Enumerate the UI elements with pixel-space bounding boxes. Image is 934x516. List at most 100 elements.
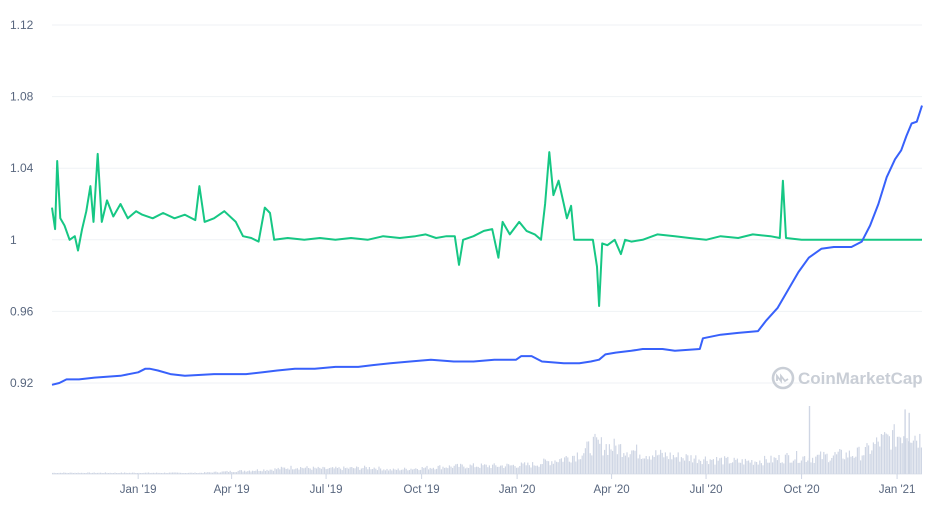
volume-bar xyxy=(301,467,303,474)
volume-bar xyxy=(519,466,521,474)
volume-bar xyxy=(197,473,199,474)
volume-bar xyxy=(826,453,828,474)
volume-bar xyxy=(428,469,430,474)
volume-bar xyxy=(524,462,526,474)
volume-bar xyxy=(712,459,714,474)
volume-bar xyxy=(349,467,351,474)
volume-bar xyxy=(752,464,754,474)
volume-bar xyxy=(240,470,242,474)
volume-bar xyxy=(760,463,762,474)
volume-bar xyxy=(248,470,250,474)
volume-bar xyxy=(122,473,124,474)
volume-bar xyxy=(919,433,921,474)
volume-bar xyxy=(160,473,162,474)
volume-bar xyxy=(663,457,665,474)
volume-bar xyxy=(504,466,506,474)
volume-bar xyxy=(853,457,855,474)
volume-bar xyxy=(272,470,274,474)
volume-bar xyxy=(420,469,422,474)
volume-bar xyxy=(488,465,490,474)
volume-bar xyxy=(884,432,886,474)
volume-bar xyxy=(732,462,734,474)
volume-bar xyxy=(516,467,518,474)
volume-bar xyxy=(792,460,794,474)
volume-bar xyxy=(818,454,820,474)
volume-bar xyxy=(552,463,554,474)
volume-bar xyxy=(682,458,684,474)
volume-bar xyxy=(372,469,374,474)
volume-bar xyxy=(168,472,170,474)
volume-bar xyxy=(788,455,790,474)
volume-bar xyxy=(192,473,194,474)
volume-bar xyxy=(722,464,724,474)
volume-bar xyxy=(706,460,708,474)
volume-bar xyxy=(288,469,290,474)
volume-bar xyxy=(888,436,890,474)
volume-bar xyxy=(746,460,748,474)
volume-bar xyxy=(344,468,346,474)
volume-bar xyxy=(440,469,442,474)
volume-bar xyxy=(656,455,658,474)
volume-bar xyxy=(256,469,258,474)
volume-bar xyxy=(666,456,668,474)
coinmarketcap-logo-icon xyxy=(771,366,795,390)
volume-bar xyxy=(426,465,428,474)
volume-bar xyxy=(744,458,746,474)
volume-bar xyxy=(864,447,866,474)
volume-bar xyxy=(532,462,534,474)
volume-bar xyxy=(791,462,793,474)
volume-bar xyxy=(258,471,260,474)
volume-bar xyxy=(484,464,486,474)
volume-bar xyxy=(322,466,324,474)
volume-bar xyxy=(148,472,150,474)
volume-bar xyxy=(796,451,798,474)
volume-bar xyxy=(415,468,417,474)
volume-bar xyxy=(672,455,674,474)
volume-bar xyxy=(290,465,292,474)
volume-bar xyxy=(162,473,164,474)
volume-bar xyxy=(469,464,471,474)
volume-bar xyxy=(493,463,495,474)
volume-bar xyxy=(87,472,89,474)
volume-bar xyxy=(496,466,498,474)
volume-bar xyxy=(703,459,705,474)
volume-bar xyxy=(85,473,87,474)
volume-bar xyxy=(437,465,439,474)
volume-bar xyxy=(629,454,631,474)
volume-bar xyxy=(418,470,420,474)
volume-bar xyxy=(381,470,383,474)
volume-bar xyxy=(503,468,505,474)
volume-bar xyxy=(557,462,559,474)
volume-bar xyxy=(876,437,878,474)
volume-bar xyxy=(751,460,753,474)
volume-bar xyxy=(885,433,887,474)
volume-bar xyxy=(652,455,654,474)
volume-bar xyxy=(759,460,761,474)
volume-bar xyxy=(231,472,233,474)
volume-bar xyxy=(82,472,84,474)
volume-bar xyxy=(244,470,246,474)
volume-bar xyxy=(860,460,862,474)
volume-bar xyxy=(767,462,769,474)
volume-bar xyxy=(388,470,390,474)
volume-bar xyxy=(869,453,871,474)
volume-bar xyxy=(551,461,553,474)
volume-bar xyxy=(444,467,446,474)
volume-bar xyxy=(720,457,722,474)
volume-bar xyxy=(186,473,188,474)
volume-bar xyxy=(674,457,676,474)
volume-bar xyxy=(669,452,671,474)
volume-bar xyxy=(316,468,318,474)
volume-bar xyxy=(356,466,358,474)
volume-bar xyxy=(845,452,847,474)
volume-bar xyxy=(93,472,95,474)
volume-bar xyxy=(71,472,73,474)
volume-bar xyxy=(540,464,542,474)
volume-bar xyxy=(423,468,425,474)
volume-bar xyxy=(212,472,214,474)
volume-bar xyxy=(208,472,210,474)
volume-bar xyxy=(367,469,369,474)
volume-bar xyxy=(199,472,201,474)
volume-bar xyxy=(508,464,510,474)
